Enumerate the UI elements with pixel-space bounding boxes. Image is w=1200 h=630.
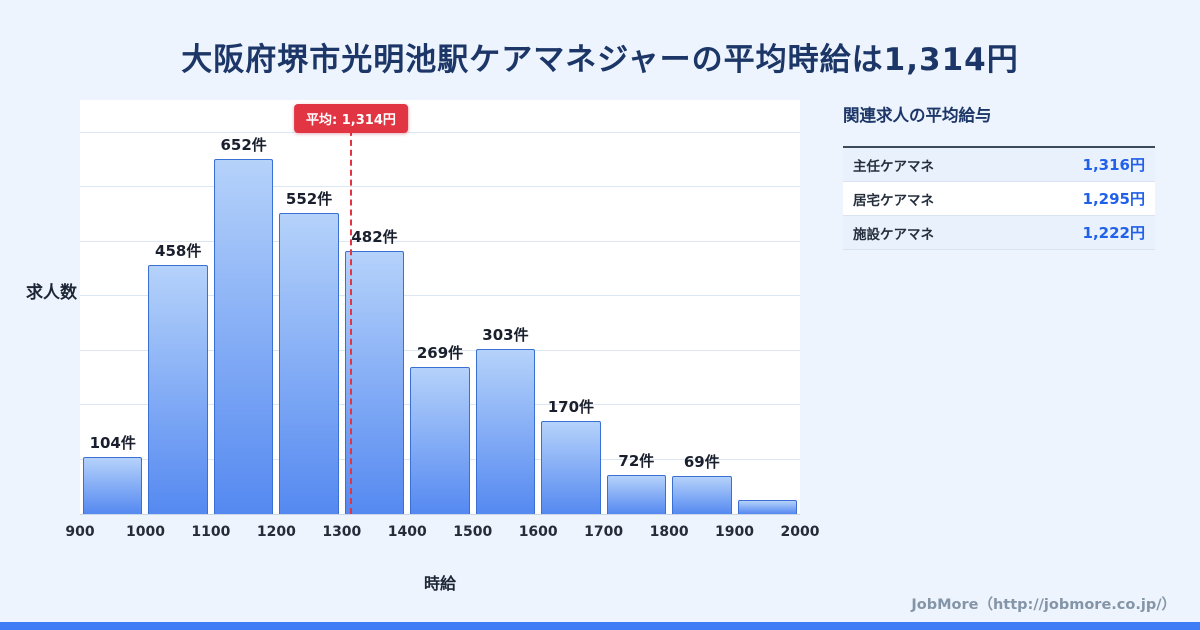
gridline: [80, 349, 800, 351]
x-tick-label: 1900: [715, 524, 755, 540]
histogram-bar: 72件: [606, 452, 667, 514]
bar-slot: 458件: [145, 100, 210, 514]
panel-row: 主任ケアマネ 1,316円: [843, 148, 1155, 182]
bar-value-label: 269件: [416, 344, 464, 363]
average-badge: 平均: 1,314円: [294, 104, 408, 133]
gridline: [80, 131, 800, 133]
bottom-accent-bar: [0, 622, 1200, 630]
gridline: [80, 295, 800, 297]
related-jobs-panel: 関連求人の平均給与 主任ケアマネ 1,316円居宅ケアマネ 1,295円施設ケアマネ…: [843, 102, 1155, 250]
x-tick-label: 1200: [256, 524, 296, 540]
bar-slot: 303件: [473, 100, 538, 514]
bar-slot: 269件: [407, 100, 472, 514]
x-tick-label: 1700: [584, 524, 624, 540]
page-title: 大阪府堺市光明池駅ケアマネジャーの平均時給は1,314円: [181, 42, 1019, 78]
panel-row-label: 居宅ケアマネ: [853, 192, 934, 209]
x-tick-label: 900: [65, 524, 95, 540]
gridline: [80, 186, 800, 188]
histogram-plot: 104件 458件 652件 552件 482件 269件 303件 170件 72件 69件 平…: [80, 100, 800, 515]
bar-value-label: 170件: [547, 398, 595, 417]
panel-row-value: 1,316円: [1082, 156, 1145, 174]
histogram-bar: 458件: [148, 242, 208, 514]
panel-row: 施設ケアマネ 1,222円: [843, 216, 1155, 250]
bars-container: 104件 458件 652件 552件 482件 269件 303件 170件 72件 69件: [80, 100, 800, 514]
bar-value-label: 552件: [285, 190, 333, 209]
bar-slot: 170件: [538, 100, 603, 514]
panel-row-value: 1,222円: [1082, 224, 1145, 242]
bar-slot: 482件: [342, 100, 407, 514]
footer-credit: JobMore（http://jobmore.co.jp/）: [911, 597, 1176, 613]
bar-value-label: 69件: [683, 453, 720, 472]
panel-row-label: 主任ケアマネ: [853, 158, 934, 175]
x-axis-ticks: 900 1000 1100 1200 1300 1400 1500 1600 1700 1800 1…: [65, 524, 819, 544]
bar-slot: [735, 100, 800, 514]
bar-slot: 652件: [211, 100, 276, 514]
panel-row-label: 施設ケアマネ: [853, 226, 934, 243]
bar-value-label: 104件: [89, 434, 136, 453]
histogram-bar: [737, 500, 797, 514]
panel-table: 主任ケアマネ 1,316円居宅ケアマネ 1,295円施設ケアマネ 1,222円: [843, 146, 1155, 250]
bar-value-label: 303件: [482, 325, 529, 344]
panel-row-value: 1,295円: [1082, 190, 1145, 208]
x-tick-label: 1600: [518, 524, 558, 540]
x-axis-label: 時給: [423, 574, 456, 593]
bar-slot: 104件: [80, 100, 145, 514]
bar-slot: 72件: [604, 100, 669, 514]
bar-slot: 69件: [669, 100, 734, 514]
histogram-bar: 482件: [344, 228, 405, 514]
average-line: [349, 110, 352, 514]
histogram-bar: 170件: [541, 398, 601, 514]
histogram-bar: 69件: [672, 453, 732, 514]
histogram-bar: 303件: [475, 326, 536, 514]
histogram-bar: 552件: [279, 190, 339, 514]
panel-row: 居宅ケアマネ 1,295円: [843, 182, 1155, 216]
x-tick-label: 1400: [387, 524, 427, 540]
y-axis-label: 求人数: [26, 283, 77, 303]
gridline: [80, 240, 800, 242]
x-tick-label: 2000: [780, 524, 820, 540]
histogram-bar: 269件: [410, 344, 470, 514]
bar-value-label: 482件: [351, 228, 398, 247]
panel-title: 関連求人の平均給与: [843, 106, 992, 125]
bar-slot: 552件: [276, 100, 341, 514]
x-tick-label: 1500: [453, 524, 493, 540]
bar-value-label: 72件: [618, 451, 655, 470]
x-tick-label: 1800: [649, 524, 689, 540]
x-tick-label: 1100: [191, 524, 231, 540]
histogram-bar: 652件: [213, 136, 274, 514]
bar-value-label: 458件: [155, 241, 202, 260]
x-tick-label: 1000: [125, 524, 165, 540]
histogram-bar: 104件: [83, 434, 143, 514]
bar-value-label: 652件: [220, 135, 267, 154]
x-tick-label: 1300: [322, 524, 362, 540]
